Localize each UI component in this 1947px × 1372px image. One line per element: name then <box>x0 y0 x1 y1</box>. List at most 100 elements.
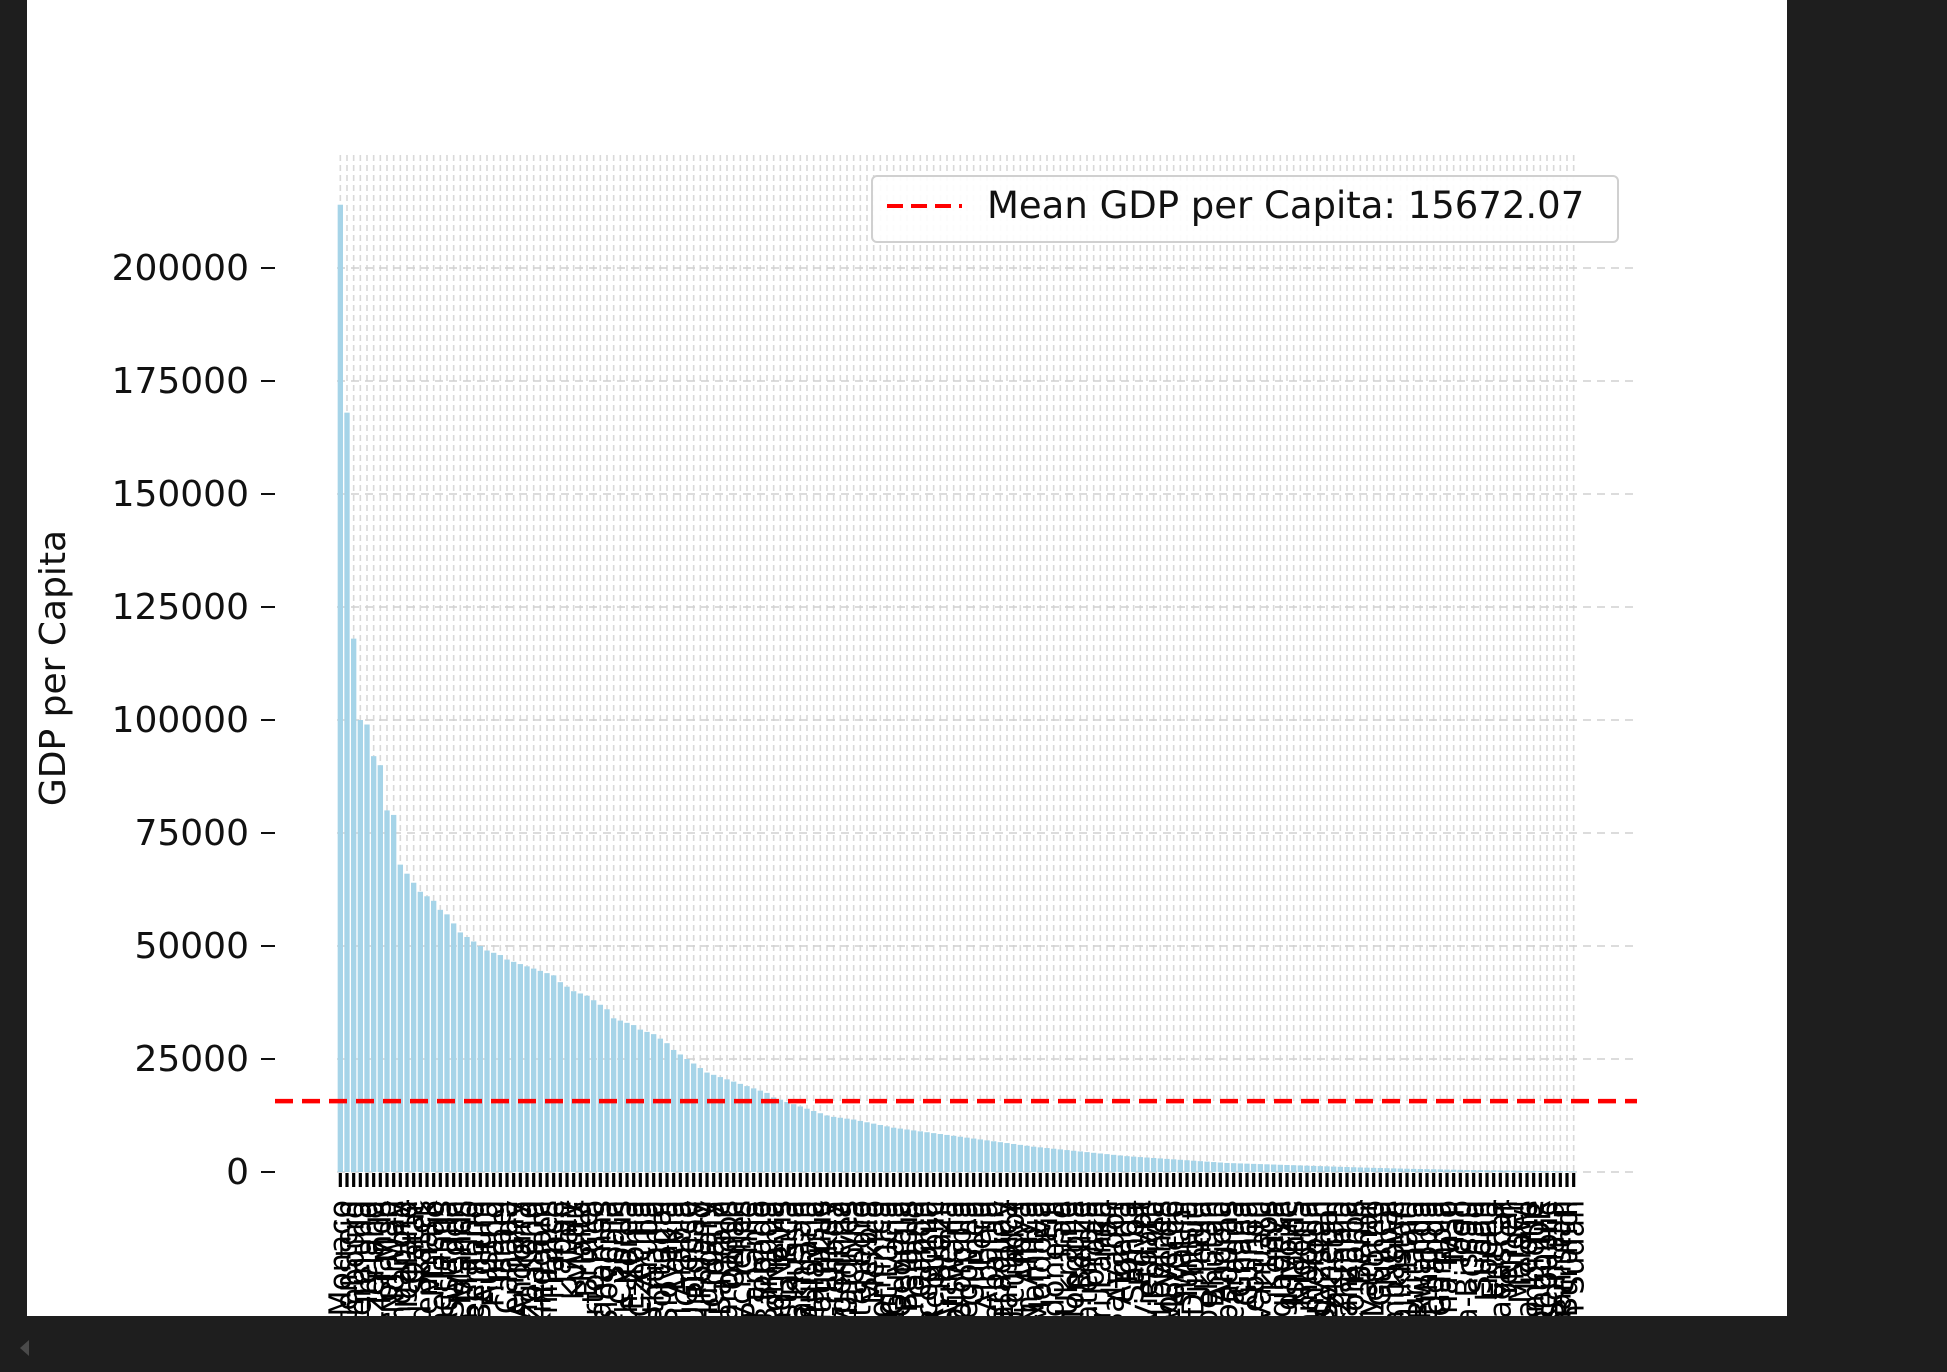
x-tick-label: Sri Lanka <box>1083 1200 1118 1316</box>
x-tick-label: Morocco <box>1157 1200 1192 1316</box>
bar-ghana <box>1237 1163 1243 1172</box>
x-tick-label: United Arab Emirates <box>530 1200 565 1316</box>
x-tick-label: Burkina Faso <box>1430 1200 1465 1316</box>
bar-madagascar <box>1497 1170 1503 1172</box>
x-tick-label: Nepal <box>1370 1200 1405 1287</box>
x-tick-label: Guatemala <box>1070 1200 1105 1316</box>
x-tick-label: Antigua and Barbuda <box>750 1200 785 1316</box>
bar-sudan <box>1477 1170 1483 1172</box>
bar-morocco <box>1171 1159 1177 1172</box>
x-tick-label: Bangladesh <box>1263 1200 1298 1316</box>
x-tick-label: Norway <box>377 1200 412 1314</box>
bar-eswatini <box>1177 1159 1183 1172</box>
bar-united-arab-emirates <box>544 973 550 1172</box>
x-tick-label: North Macedonia <box>910 1200 945 1316</box>
x-tick-label: Denmark <box>410 1199 445 1316</box>
x-tick-label: Kuwait <box>557 1200 592 1300</box>
bar-luxembourg <box>351 638 357 1172</box>
bar-malaysia <box>811 1110 817 1172</box>
bar-macao <box>431 900 437 1172</box>
x-tick-label: Tajikistan <box>1383 1200 1418 1316</box>
y-tick-label: 0 <box>226 1152 249 1193</box>
bar-uruguay <box>691 1063 697 1172</box>
bar-france <box>551 975 557 1172</box>
x-tick-label: Qatar <box>397 1199 432 1284</box>
x-tick-label: Luxembourg <box>337 1200 372 1316</box>
bar-djibouti <box>1191 1160 1197 1172</box>
x-tick-label: Monaco <box>323 1200 358 1316</box>
x-tick-label: Namibia <box>1017 1200 1052 1316</box>
bar-vietnam <box>1144 1157 1150 1172</box>
x-tick-label: Solomon Islands <box>1277 1200 1312 1316</box>
bar-moldova <box>1037 1147 1043 1172</box>
bar-fiji <box>1044 1148 1050 1172</box>
x-tick-label: Australia <box>430 1200 465 1316</box>
x-tick-label: Myanmar <box>1350 1199 1385 1316</box>
bar-bhutan <box>1211 1162 1217 1172</box>
bar-liberia <box>1484 1170 1490 1172</box>
x-tick-label: Malta <box>563 1200 598 1283</box>
x-tick-label: Sweden <box>437 1200 472 1316</box>
x-tick-label: Barbados <box>710 1200 745 1316</box>
bar-el-salvador <box>1111 1154 1117 1172</box>
bar-monaco <box>337 204 343 1173</box>
x-tick-label: Canada <box>490 1200 525 1314</box>
x-tick-label: Slovenia <box>590 1200 625 1316</box>
bar-papua-new-guinea <box>1244 1163 1250 1172</box>
bar-bangladesh <box>1277 1164 1283 1172</box>
bar-hungary <box>704 1072 710 1172</box>
x-tick-label: Bermuda <box>343 1200 378 1316</box>
x-tick-label: Niger <box>1497 1199 1532 1280</box>
x-tick-label: Saint Kitts and Nevis <box>763 1200 798 1316</box>
chart-figure: 0 25000 50000 75000 100000 125000 150000 175000… <box>27 0 1787 1316</box>
x-tick-label: Brunei <box>570 1200 605 1298</box>
x-tick-label: Trinidad and Tobago <box>743 1200 778 1316</box>
bar-senegal <box>1324 1166 1330 1172</box>
bar-slovakia <box>664 1043 670 1172</box>
bar-china <box>851 1119 857 1172</box>
x-tick-label: Bosnia and Herzegovina <box>950 1200 985 1316</box>
x-tick-label: France <box>537 1200 572 1300</box>
y-tick-label: 25000 <box>134 1039 249 1080</box>
bar-uzbekistan <box>1204 1161 1210 1172</box>
x-tick-label: Turkey <box>810 1200 845 1299</box>
x-tick-label: Netherlands <box>423 1200 458 1316</box>
bar-qatar <box>411 882 417 1172</box>
x-tick-label: Czechia <box>623 1200 658 1316</box>
legend-frame <box>871 175 1619 243</box>
bar-chart: 0 25000 50000 75000 100000 125000 150000 175000… <box>33 155 1637 1316</box>
bar-russia <box>791 1104 797 1172</box>
x-tick-label: Bulgaria <box>790 1200 825 1316</box>
bar-maldives <box>844 1118 850 1172</box>
x-tick-label: China <box>837 1200 872 1286</box>
bar-botswana <box>951 1135 957 1172</box>
bar-colombia <box>957 1136 963 1172</box>
scroll-left-icon[interactable] <box>20 1340 29 1356</box>
bar-cyprus <box>617 1020 623 1172</box>
x-tick-label: Slovakia <box>650 1200 685 1316</box>
x-tick-label: Maldives <box>830 1200 865 1316</box>
x-tick-label: Macao <box>417 1200 452 1298</box>
bar-afghanistan <box>1557 1171 1563 1172</box>
bar-belarus <box>904 1129 910 1172</box>
x-tick-label: Vietnam <box>1130 1200 1165 1316</box>
bar-poland <box>697 1068 703 1172</box>
bar-guyana <box>891 1127 897 1172</box>
bar-mali <box>1451 1169 1457 1172</box>
x-tick-label: Georgia <box>883 1200 918 1316</box>
bar-bermuda <box>357 720 363 1172</box>
bar-hong-kong <box>524 966 530 1172</box>
x-tick-label: Lithuania <box>637 1200 672 1316</box>
bar-faroe-islands <box>457 932 463 1172</box>
bar-costa-rica <box>784 1101 790 1172</box>
bar-isle-of-man <box>384 810 390 1172</box>
x-tick-label: Armenia <box>930 1200 965 1316</box>
bar-cabo-verde <box>1164 1158 1170 1172</box>
x-tick-label: Vanuatu <box>1243 1200 1278 1316</box>
bar-cambodia <box>1304 1165 1310 1172</box>
bar-somalia <box>1551 1171 1557 1172</box>
x-tick-label: Somalia <box>1537 1200 1572 1316</box>
x-tick-label: Indonesia <box>1037 1200 1072 1316</box>
x-tick-label: Italy <box>550 1200 585 1265</box>
x-tick-label: Germany <box>497 1200 532 1316</box>
